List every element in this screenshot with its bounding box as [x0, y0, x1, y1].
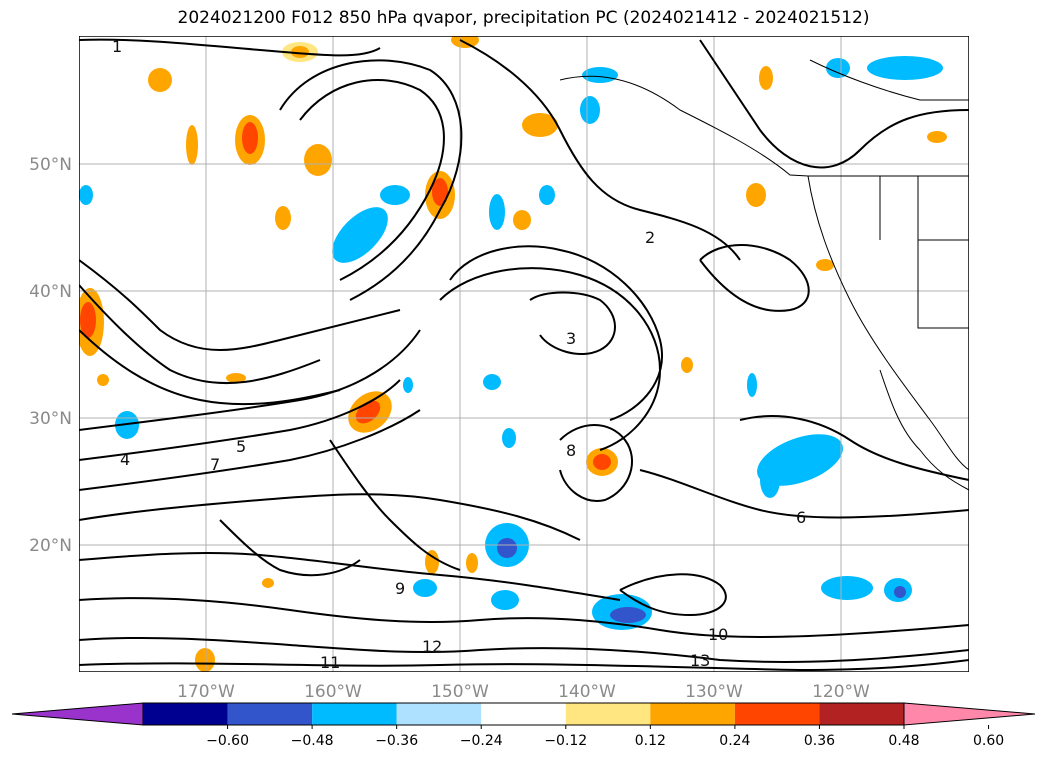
- contour-label: 7: [210, 455, 220, 474]
- lat-label: 40°N: [29, 282, 72, 302]
- contour-label-group: 1 2 3 4 5 6 7 8 9 10 11 12 13: [112, 37, 806, 672]
- contour-label: 2: [645, 228, 655, 247]
- contour-label: 3: [566, 329, 576, 348]
- colorbar-tick-label: −0.60: [206, 733, 249, 749]
- graticule: [79, 36, 969, 672]
- lat-label: 20°N: [29, 536, 72, 556]
- lon-label: 170°W: [177, 682, 235, 702]
- contour-label: 11: [320, 653, 340, 672]
- lat-label: 30°N: [29, 409, 72, 429]
- lon-label: 160°W: [304, 682, 362, 702]
- qvapor-contours: [79, 38, 969, 672]
- lon-label: 150°W: [431, 682, 489, 702]
- longitude-labels: 170°W 160°W 150°W 140°W 130°W 120°W: [177, 682, 870, 702]
- colorbar-tick-label: −0.12: [544, 733, 587, 749]
- contour-label: 12: [422, 637, 442, 656]
- coastlines: [559, 59, 969, 491]
- lon-label: 140°W: [558, 682, 616, 702]
- map-panel[interactable]: 1 2 3 4 5 6 7 8 9 10 11 12 13: [76, 32, 969, 672]
- contour-label: 13: [690, 651, 710, 670]
- precip-positive-shading: [79, 36, 947, 672]
- contour-label: 8: [566, 441, 576, 460]
- lat-label: 50°N: [29, 155, 72, 175]
- colorbar-segment: [481, 703, 566, 725]
- contour-label: 4: [120, 450, 130, 469]
- colorbar-segment: [734, 703, 820, 725]
- colorbar-tick-label: −0.24: [460, 733, 503, 749]
- contour-label: 6: [796, 508, 806, 527]
- contour-label: 9: [395, 579, 405, 598]
- colorbar-tick-label: −0.36: [375, 733, 418, 749]
- colorbar-outline: [142, 702, 905, 726]
- colorbar-segment: [565, 703, 651, 725]
- colorbar-segment: [312, 703, 397, 725]
- colorbar-tick-label: 0.36: [804, 733, 835, 749]
- latitude-labels: 50°N 40°N 30°N 20°N: [29, 155, 72, 556]
- colorbar-tick-label: 0.24: [719, 733, 750, 749]
- contour-label: 1: [112, 37, 122, 56]
- colorbar-segment: [227, 703, 313, 725]
- colorbar-extend-low: [11, 702, 144, 726]
- colorbar-segment: [650, 703, 735, 725]
- colorbar-tick-label: −0.48: [291, 733, 334, 749]
- colorbar-tick-label: 0.60: [973, 733, 1004, 749]
- contour-label: 5: [236, 437, 246, 456]
- colorbar: −0.60 −0.48 −0.36 −0.24 −0.12 0.12 0.24 0.36 0.4…: [11, 702, 1036, 749]
- colorbar-segment: [396, 703, 482, 725]
- colorbar-extend-high: [903, 702, 1036, 726]
- contour-label: 10: [708, 625, 728, 644]
- map-title: 2024021200 F012 850 hPa qvapor, precipit…: [177, 8, 870, 28]
- colorbar-segment: [143, 703, 228, 725]
- colorbar-segment: [819, 703, 904, 725]
- lon-label: 120°W: [812, 682, 870, 702]
- colorbar-tick-label: 0.48: [888, 733, 919, 749]
- colorbar-tick-label: 0.12: [635, 733, 666, 749]
- lon-label: 130°W: [685, 682, 743, 702]
